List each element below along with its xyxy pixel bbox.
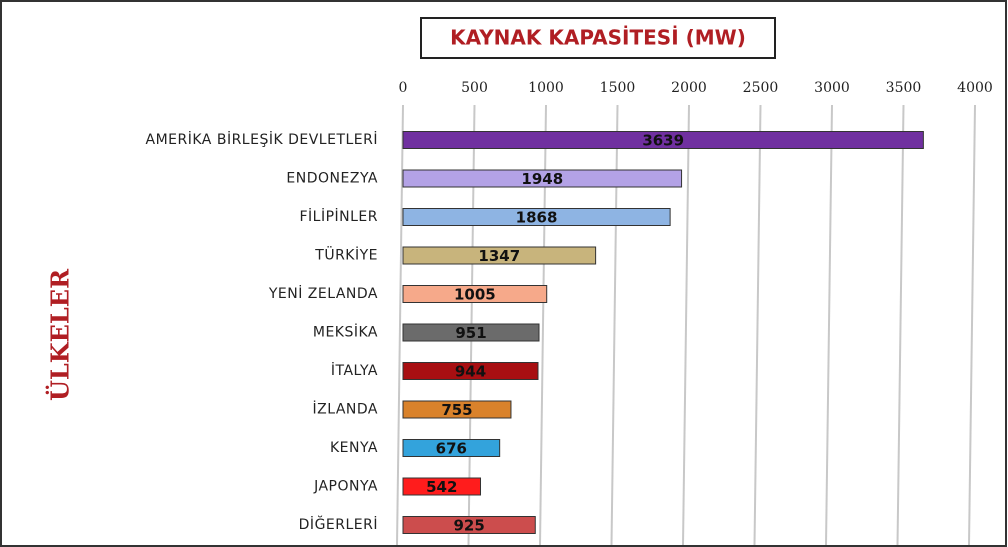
x-tick-label: 2000 (671, 80, 707, 96)
x-tick-label: 3500 (886, 80, 922, 96)
y-tick-label: AMERİKA BİRLEŞİK DEVLETLERİ (146, 130, 378, 148)
y-tick-label: İZLANDA (312, 400, 378, 418)
y-tick-label: FİLİPİNLER (299, 207, 378, 225)
y-tick-label: JAPONYA (313, 479, 378, 495)
title-box (420, 17, 776, 59)
y-tick-label: YENİ ZELANDA (268, 284, 378, 302)
value-label: 542 (426, 478, 457, 496)
value-label: 925 (453, 517, 484, 535)
value-label: 676 (436, 440, 467, 458)
y-tick-label: DİĞERLERİ (299, 515, 378, 533)
bar (402, 131, 924, 149)
y-axis-label: ÜLKELER (46, 268, 75, 401)
grid-line (825, 104, 833, 546)
bar (402, 208, 671, 226)
y-tick-label: İTALYA (331, 361, 378, 379)
chart-title: KAYNAK KAPASİTESİ (MW) (450, 26, 746, 50)
value-label: 1868 (516, 209, 558, 227)
bar (402, 439, 501, 457)
y-tick-label: TÜRKİYE (314, 246, 378, 264)
grid-line (753, 104, 762, 546)
value-label: 1948 (521, 170, 563, 188)
value-label: 944 (455, 363, 486, 381)
y-tick-label: ENDONEZYA (286, 171, 378, 187)
x-tick-label: 1000 (528, 80, 564, 96)
x-tick-label: 4000 (957, 80, 993, 96)
bar (402, 400, 512, 419)
grid-line (968, 104, 976, 546)
x-tick-label: 500 (461, 80, 488, 96)
bar (402, 477, 482, 496)
x-tick-label: 1500 (600, 80, 636, 96)
grid-line (682, 104, 690, 546)
y-tick-label: KENYA (330, 440, 378, 456)
bar (402, 285, 548, 303)
bar (402, 362, 539, 380)
value-label: 3639 (642, 132, 684, 150)
y-tick-label: MEKSİKA (313, 323, 378, 341)
bar (402, 246, 597, 265)
x-tick-label: 0 (399, 80, 408, 96)
grid-line (896, 104, 905, 546)
value-label: 951 (455, 324, 486, 342)
bar (402, 516, 536, 534)
x-tick-label: 2500 (743, 80, 779, 96)
value-label: 755 (441, 401, 472, 419)
grid-line (396, 104, 404, 546)
x-tick-label: 3000 (814, 80, 850, 96)
value-label: 1347 (478, 247, 520, 265)
value-label: 1005 (454, 286, 496, 304)
bar (402, 169, 683, 188)
bar (402, 323, 540, 342)
